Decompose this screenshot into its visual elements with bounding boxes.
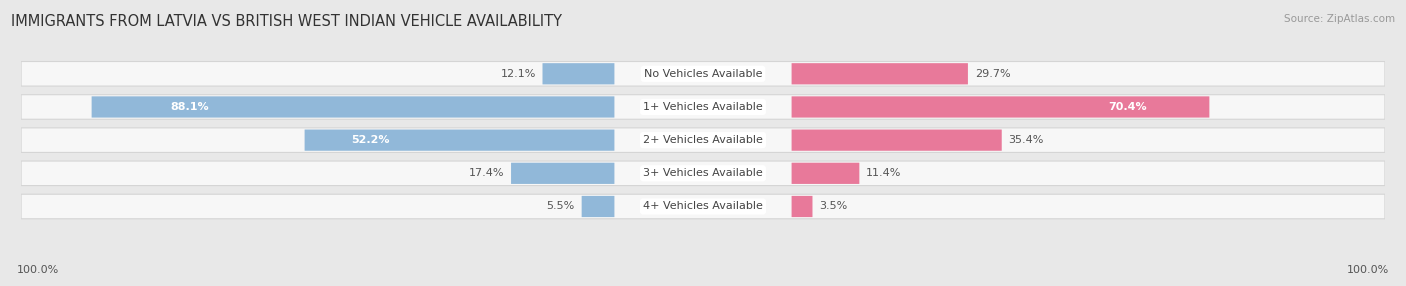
Text: 35.4%: 35.4% bbox=[1008, 135, 1043, 145]
Text: IMMIGRANTS FROM LATVIA VS BRITISH WEST INDIAN VEHICLE AVAILABILITY: IMMIGRANTS FROM LATVIA VS BRITISH WEST I… bbox=[11, 14, 562, 29]
FancyBboxPatch shape bbox=[792, 130, 1001, 151]
Text: 5.5%: 5.5% bbox=[547, 202, 575, 211]
Text: 88.1%: 88.1% bbox=[170, 102, 208, 112]
Text: 17.4%: 17.4% bbox=[468, 168, 505, 178]
Text: 4+ Vehicles Available: 4+ Vehicles Available bbox=[643, 202, 763, 211]
Text: 29.7%: 29.7% bbox=[974, 69, 1011, 79]
Text: 2+ Vehicles Available: 2+ Vehicles Available bbox=[643, 135, 763, 145]
Text: 52.2%: 52.2% bbox=[352, 135, 389, 145]
FancyBboxPatch shape bbox=[21, 194, 1385, 219]
FancyBboxPatch shape bbox=[21, 161, 1385, 186]
Text: 1+ Vehicles Available: 1+ Vehicles Available bbox=[643, 102, 763, 112]
Text: 11.4%: 11.4% bbox=[866, 168, 901, 178]
Legend: Immigrants from Latvia, British West Indian: Immigrants from Latvia, British West Ind… bbox=[543, 281, 863, 286]
Text: 100.0%: 100.0% bbox=[1347, 265, 1389, 275]
Text: 100.0%: 100.0% bbox=[17, 265, 59, 275]
FancyBboxPatch shape bbox=[792, 96, 1209, 118]
Text: 3.5%: 3.5% bbox=[820, 202, 848, 211]
FancyBboxPatch shape bbox=[21, 61, 1385, 86]
FancyBboxPatch shape bbox=[91, 96, 614, 118]
FancyBboxPatch shape bbox=[21, 128, 1385, 152]
FancyBboxPatch shape bbox=[510, 163, 614, 184]
FancyBboxPatch shape bbox=[792, 63, 967, 84]
FancyBboxPatch shape bbox=[792, 163, 859, 184]
FancyBboxPatch shape bbox=[792, 196, 813, 217]
Text: 12.1%: 12.1% bbox=[501, 69, 536, 79]
FancyBboxPatch shape bbox=[543, 63, 614, 84]
Text: No Vehicles Available: No Vehicles Available bbox=[644, 69, 762, 79]
Text: 70.4%: 70.4% bbox=[1108, 102, 1147, 112]
Text: 3+ Vehicles Available: 3+ Vehicles Available bbox=[643, 168, 763, 178]
FancyBboxPatch shape bbox=[582, 196, 614, 217]
Text: Source: ZipAtlas.com: Source: ZipAtlas.com bbox=[1284, 14, 1395, 24]
FancyBboxPatch shape bbox=[21, 95, 1385, 119]
FancyBboxPatch shape bbox=[305, 130, 614, 151]
